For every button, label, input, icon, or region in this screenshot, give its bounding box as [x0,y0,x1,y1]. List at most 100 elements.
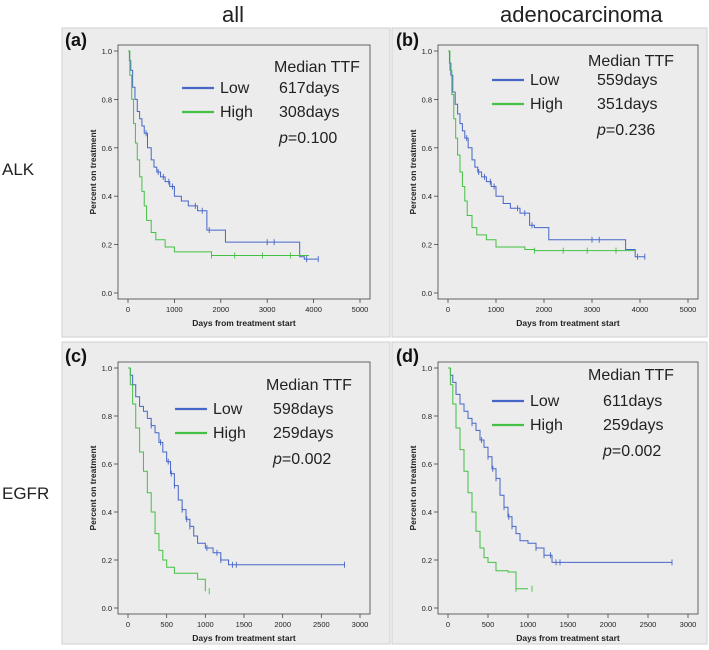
y-tick-label: 1.0 [422,364,432,373]
chart-panel-4: 0.0 0.2 0.4 0.6 0.8 1.0 0 500 1000 1500 2000 2500 30… [391,341,708,645]
median-value-low: 598days [273,401,334,418]
x-tick-label: 4000 [305,305,322,314]
plot-area [437,361,699,615]
panel-label: (a) [65,30,87,50]
row-label-alk: ALK [2,160,35,179]
x-axis-title: Days from treatment start [516,318,620,328]
column-title-adenocarcinoma: adenocarcinoma [500,2,663,27]
legend-label-low: Low [213,401,243,418]
legend-label-high: High [213,425,246,442]
x-tick-label: 1000 [166,305,183,314]
y-tick-label: 0.8 [102,412,112,421]
x-tick-label: 4000 [632,305,649,314]
legend-label-low: Low [220,80,250,97]
plot-area [117,361,371,615]
y-tick-label: 0.0 [102,604,112,613]
x-axis-title: Days from treatment start [192,318,296,328]
x-tick-label: 2000 [536,305,553,314]
x-tick-label: 5000 [352,305,369,314]
x-tick-label: 1500 [560,620,577,629]
median-value-low: 559days [597,72,658,89]
x-tick-label: 500 [160,620,173,629]
chart-panel-3: 0.0 0.2 0.4 0.6 0.8 1.0 0 500 1000 1500 2000 2500 30… [61,341,391,645]
x-tick-label: 3000 [259,305,276,314]
y-tick-label: 0.4 [102,508,112,517]
km-curve-high [448,50,636,252]
y-tick-label: 0.0 [102,289,112,298]
x-tick-label: 2000 [600,620,617,629]
x-tick-label: 0 [126,305,130,314]
x-tick-label: 1000 [197,620,214,629]
km-curve-high [128,50,309,256]
x-tick-label: 2500 [640,620,657,629]
p-value: p=0.236 [596,122,655,139]
y-axis-title: Percent on treatment [88,445,98,530]
legend-label-low: Low [530,72,560,89]
x-tick-label: 3000 [352,620,369,629]
x-tick-label: 2000 [212,305,229,314]
x-tick-label: 500 [482,620,495,629]
y-tick-label: 0.4 [102,192,112,201]
legend-label-low: Low [530,393,560,410]
p-value: p=0.100 [278,130,337,147]
median-ttf-title: Median TTF [588,53,674,70]
median-value-high: 351days [597,96,658,113]
y-tick-label: 0.4 [422,508,432,517]
y-tick-label: 0.0 [422,289,432,298]
median-value-low: 617days [279,80,340,97]
km-curve-high [448,367,528,590]
p-value: p=0.002 [272,451,331,468]
x-tick-label: 0 [126,620,130,629]
km-curve-high [128,367,206,592]
median-ttf-title: Median TTF [588,367,674,384]
x-tick-label: 3000 [680,620,697,629]
panel-label: (d) [396,346,419,366]
median-value-low: 611days [603,393,662,410]
x-tick-label: 0 [446,305,450,314]
y-tick-label: 1.0 [102,47,112,56]
y-tick-label: 0.2 [102,556,112,565]
x-tick-label: 1000 [488,305,505,314]
y-tick-label: 0.8 [422,95,432,104]
x-axis-title: Days from treatment start [516,633,620,643]
x-tick-label: 3000 [584,305,601,314]
plot-area [437,44,699,300]
km-curve-low [128,367,345,566]
legend-label-high: High [530,96,563,113]
km-curve-low [128,50,319,260]
median-ttf-title: Median TTF [266,377,352,394]
y-tick-label: 0.8 [102,95,112,104]
row-label-egfr: EGFR [2,484,50,503]
chart-panel-1: 0.0 0.2 0.4 0.6 0.8 1.0 0 1000 2000 3000 4000 5000 D… [61,27,391,338]
km-curve-low [448,50,645,258]
y-tick-label: 0.0 [422,604,432,613]
y-tick-label: 1.0 [102,364,112,373]
legend-label-high: High [530,417,563,434]
y-axis-title: Percent on treatment [408,129,418,214]
y-tick-label: 0.6 [102,144,112,153]
y-tick-label: 0.6 [102,460,112,469]
median-value-high: 308days [279,104,340,121]
x-axis-title: Days from treatment start [192,633,296,643]
median-ttf-title: Median TTF [274,59,360,76]
y-tick-label: 0.2 [102,241,112,250]
median-value-high: 259days [603,417,664,434]
panel-label: (c) [65,346,87,366]
y-tick-label: 0.6 [422,460,432,469]
km-curve-low [448,367,672,563]
y-axis-title: Percent on treatment [408,445,418,530]
y-tick-label: 0.2 [422,241,432,250]
x-tick-label: 1000 [520,620,537,629]
y-tick-label: 1.0 [422,47,432,56]
y-tick-label: 0.8 [422,412,432,421]
y-tick-label: 0.6 [422,144,432,153]
y-tick-label: 0.2 [422,556,432,565]
y-axis-title: Percent on treatment [88,129,98,214]
panel-label: (b) [396,30,419,50]
median-value-high: 259days [273,425,334,442]
chart-panel-2: 0.0 0.2 0.4 0.6 0.8 1.0 0 1000 2000 3000 4000 5000 D… [391,27,708,338]
legend-label-high: High [220,104,253,121]
x-tick-label: 5000 [680,305,697,314]
x-tick-label: 2000 [274,620,291,629]
